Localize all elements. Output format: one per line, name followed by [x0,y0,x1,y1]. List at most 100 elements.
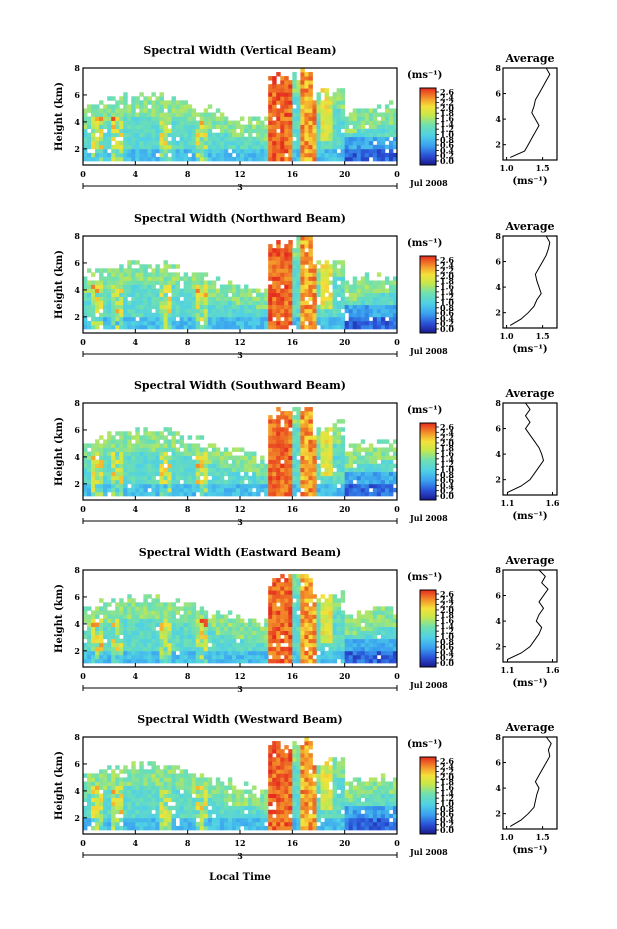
heatmap-cell [139,156,144,162]
heatmap-cell [376,148,382,154]
heatmap-cell [332,104,338,109]
heatmap-cell [268,300,273,306]
heatmap-cell [244,459,249,465]
heatmap-cell [276,598,281,603]
heatmap-cell [288,140,293,146]
heatmap-cell [107,777,112,782]
heatmap-cell [171,116,176,121]
heatmap-cell [203,630,209,636]
heatmap-cell [111,618,116,623]
heatmap-cell [240,116,245,121]
heatmap-cell [260,654,265,660]
heatmap-cell [256,658,261,664]
heatmap-cell [296,80,301,85]
heatmap-cell [199,646,205,652]
heatmap-cell [155,268,160,273]
heatmap-cell [316,156,321,162]
heatmap-cell [131,817,136,823]
heatmap-cell [300,455,305,460]
heatmap-cell [151,447,156,452]
heatmap-cell [308,475,313,481]
heatmap-cell [227,280,233,285]
heatmap-cell [312,112,317,117]
heatmap-cell [119,276,124,281]
heatmap-cell [151,92,156,97]
colorbar-tick-label: 2.0 [440,605,454,615]
heatmap-cell [304,658,309,664]
heatmap-cell [240,630,245,636]
heatmap-cell [107,300,112,306]
heatmap-cell [195,136,201,142]
heatmap-cell [288,479,293,485]
heatmap-cell [276,88,281,93]
heatmap-cell [123,96,128,101]
heatmap-cell [364,622,370,627]
heatmap-cell [219,316,225,322]
heatmap-cell [95,292,100,298]
heatmap-cell [103,622,108,627]
heatmap-cell [203,312,209,318]
heatmap-cell [179,120,185,125]
heatmap-cell [151,296,156,302]
heatmap-cell [328,614,333,619]
heatmap-cell [248,487,253,493]
heatmap-cell [187,606,193,611]
heatmap-cell [91,152,96,158]
heatmap-cell [324,491,329,497]
heatmap-cell [111,96,116,101]
heatmap-cell [175,491,181,497]
heatmap-cell [272,276,277,281]
heatmap-cell [147,96,152,101]
heatmap-cell [179,634,185,640]
heatmap-cell [296,84,301,89]
heatmap-cell [139,825,144,831]
heatmap-cell [179,304,185,310]
heatmap-cell [183,280,189,285]
heatmap-cell [135,304,140,310]
heatmap-cell [103,443,108,448]
heatmap-cell [284,124,289,130]
heatmap-cell [215,610,221,615]
heatmap-cell [115,650,120,656]
heatmap-cell [256,136,261,142]
heatmap-cell [324,602,329,607]
heatmap-cell [119,654,124,660]
heatmap-cell [99,781,104,786]
heatmap-cell [272,459,277,465]
heatmap-cell [376,618,382,623]
heatmap-cell [111,312,116,318]
heatmap-cell [135,144,140,150]
heatmap-cell [360,654,366,660]
heatmap-cell [155,304,160,310]
heatmap-cell [344,626,350,632]
heatmap-cell [187,471,193,477]
heatmap-cell [119,296,124,302]
heatmap-cell [296,100,301,105]
heatmap-cell [268,491,273,497]
heatmap-cell [392,634,398,640]
heatmap-cell [352,447,358,452]
heatmap-cell [336,471,342,477]
heatmap-cell [95,614,100,619]
date-label: Jul 2008 [409,346,448,356]
heatmap-cell [163,439,168,444]
heatmap-cell [171,646,176,652]
heatmap-cell [384,642,390,648]
heatmap-cell [240,300,245,306]
colorbar-tick-label: 2.6 [440,255,454,265]
heatmap-cell [231,650,237,656]
heatmap-cell [151,116,156,121]
heatmap-cell [215,646,221,652]
heatmap-cell [131,630,136,636]
heatmap-cell [276,244,281,249]
heatmap-cell [143,459,148,465]
heatmap-cell [284,92,289,97]
heatmap-cell [207,658,213,664]
heatmap-cell [199,451,205,456]
heatmap-cell [272,304,277,310]
heatmap-cell [328,120,333,125]
heatmap-cell [151,658,156,664]
heatmap-cell [167,296,172,302]
heatmap-cell [272,598,277,603]
heatmap-cell [244,634,249,640]
